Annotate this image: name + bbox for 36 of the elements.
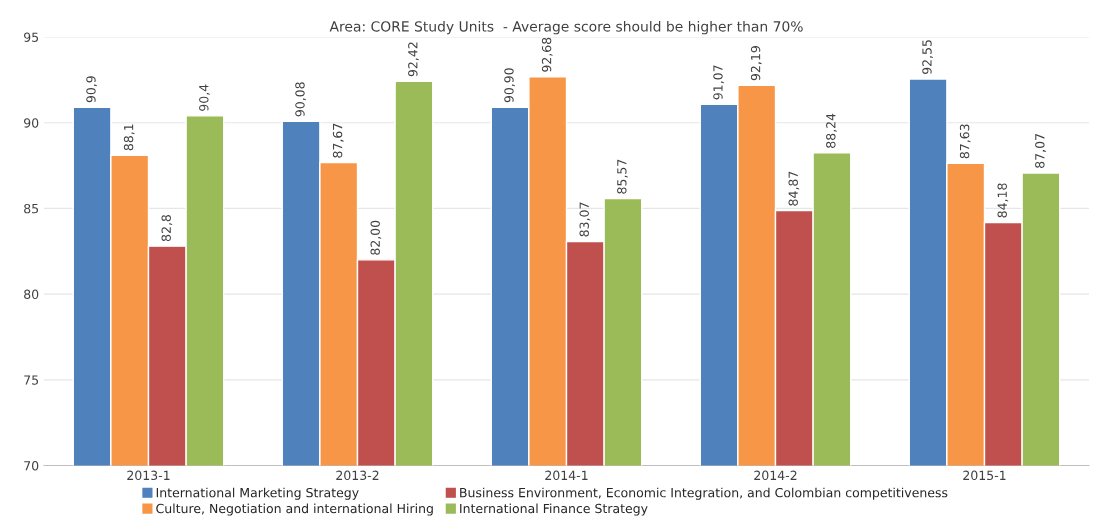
data-label: 88,24 <box>826 113 837 148</box>
x-tick-label: 2014-1 <box>545 470 588 481</box>
legend-label: Culture, Negotiation and international Hiring <box>156 503 433 516</box>
data-label: 85,57 <box>617 159 628 194</box>
legend-label: International Marketing Strategy <box>156 487 359 500</box>
data-label: 92,42 <box>408 42 419 77</box>
x-tick-label: 2014-2 <box>754 470 797 481</box>
data-label: 90,9 <box>86 76 97 103</box>
data-label: 90,90 <box>504 68 515 103</box>
data-label: 82,8 <box>161 214 173 242</box>
y-tick-label: 80 <box>24 289 39 300</box>
chart-title: Area: CORE Study Units - Average score should be higher than 70% <box>329 20 803 35</box>
data-label: 92,68 <box>541 37 553 72</box>
data-label: 84,87 <box>788 171 800 206</box>
data-label: 91,07 <box>713 65 724 100</box>
legend-label: International Finance Strategy <box>460 503 648 516</box>
x-tick-label: 2013-2 <box>336 470 379 481</box>
data-label: 87,63 <box>959 124 971 159</box>
data-label: 88,1 <box>123 124 135 151</box>
data-label: 84,18 <box>997 183 1009 218</box>
x-tick-label: 2015-1 <box>963 470 1006 481</box>
x-tick-label: 2013-1 <box>127 470 170 481</box>
data-label: 87,67 <box>332 123 344 158</box>
data-label: 90,4 <box>199 84 210 111</box>
y-tick-label: 70 <box>24 460 39 471</box>
data-label: 82,00 <box>370 220 382 255</box>
y-tick-label: 90 <box>24 118 39 128</box>
data-label: 87,07 <box>1035 134 1046 168</box>
y-tick-label: 75 <box>24 375 39 385</box>
data-label: 83,07 <box>579 202 591 237</box>
y-tick-label: 85 <box>24 203 39 214</box>
data-label: 92,55 <box>922 40 933 75</box>
y-tick-label: 95 <box>24 32 39 42</box>
data-label: 90,08 <box>295 82 306 117</box>
legend-label: Business Environment, Economic Integration, and Colombian competitiveness <box>460 487 948 500</box>
data-label: 92,19 <box>750 46 762 81</box>
